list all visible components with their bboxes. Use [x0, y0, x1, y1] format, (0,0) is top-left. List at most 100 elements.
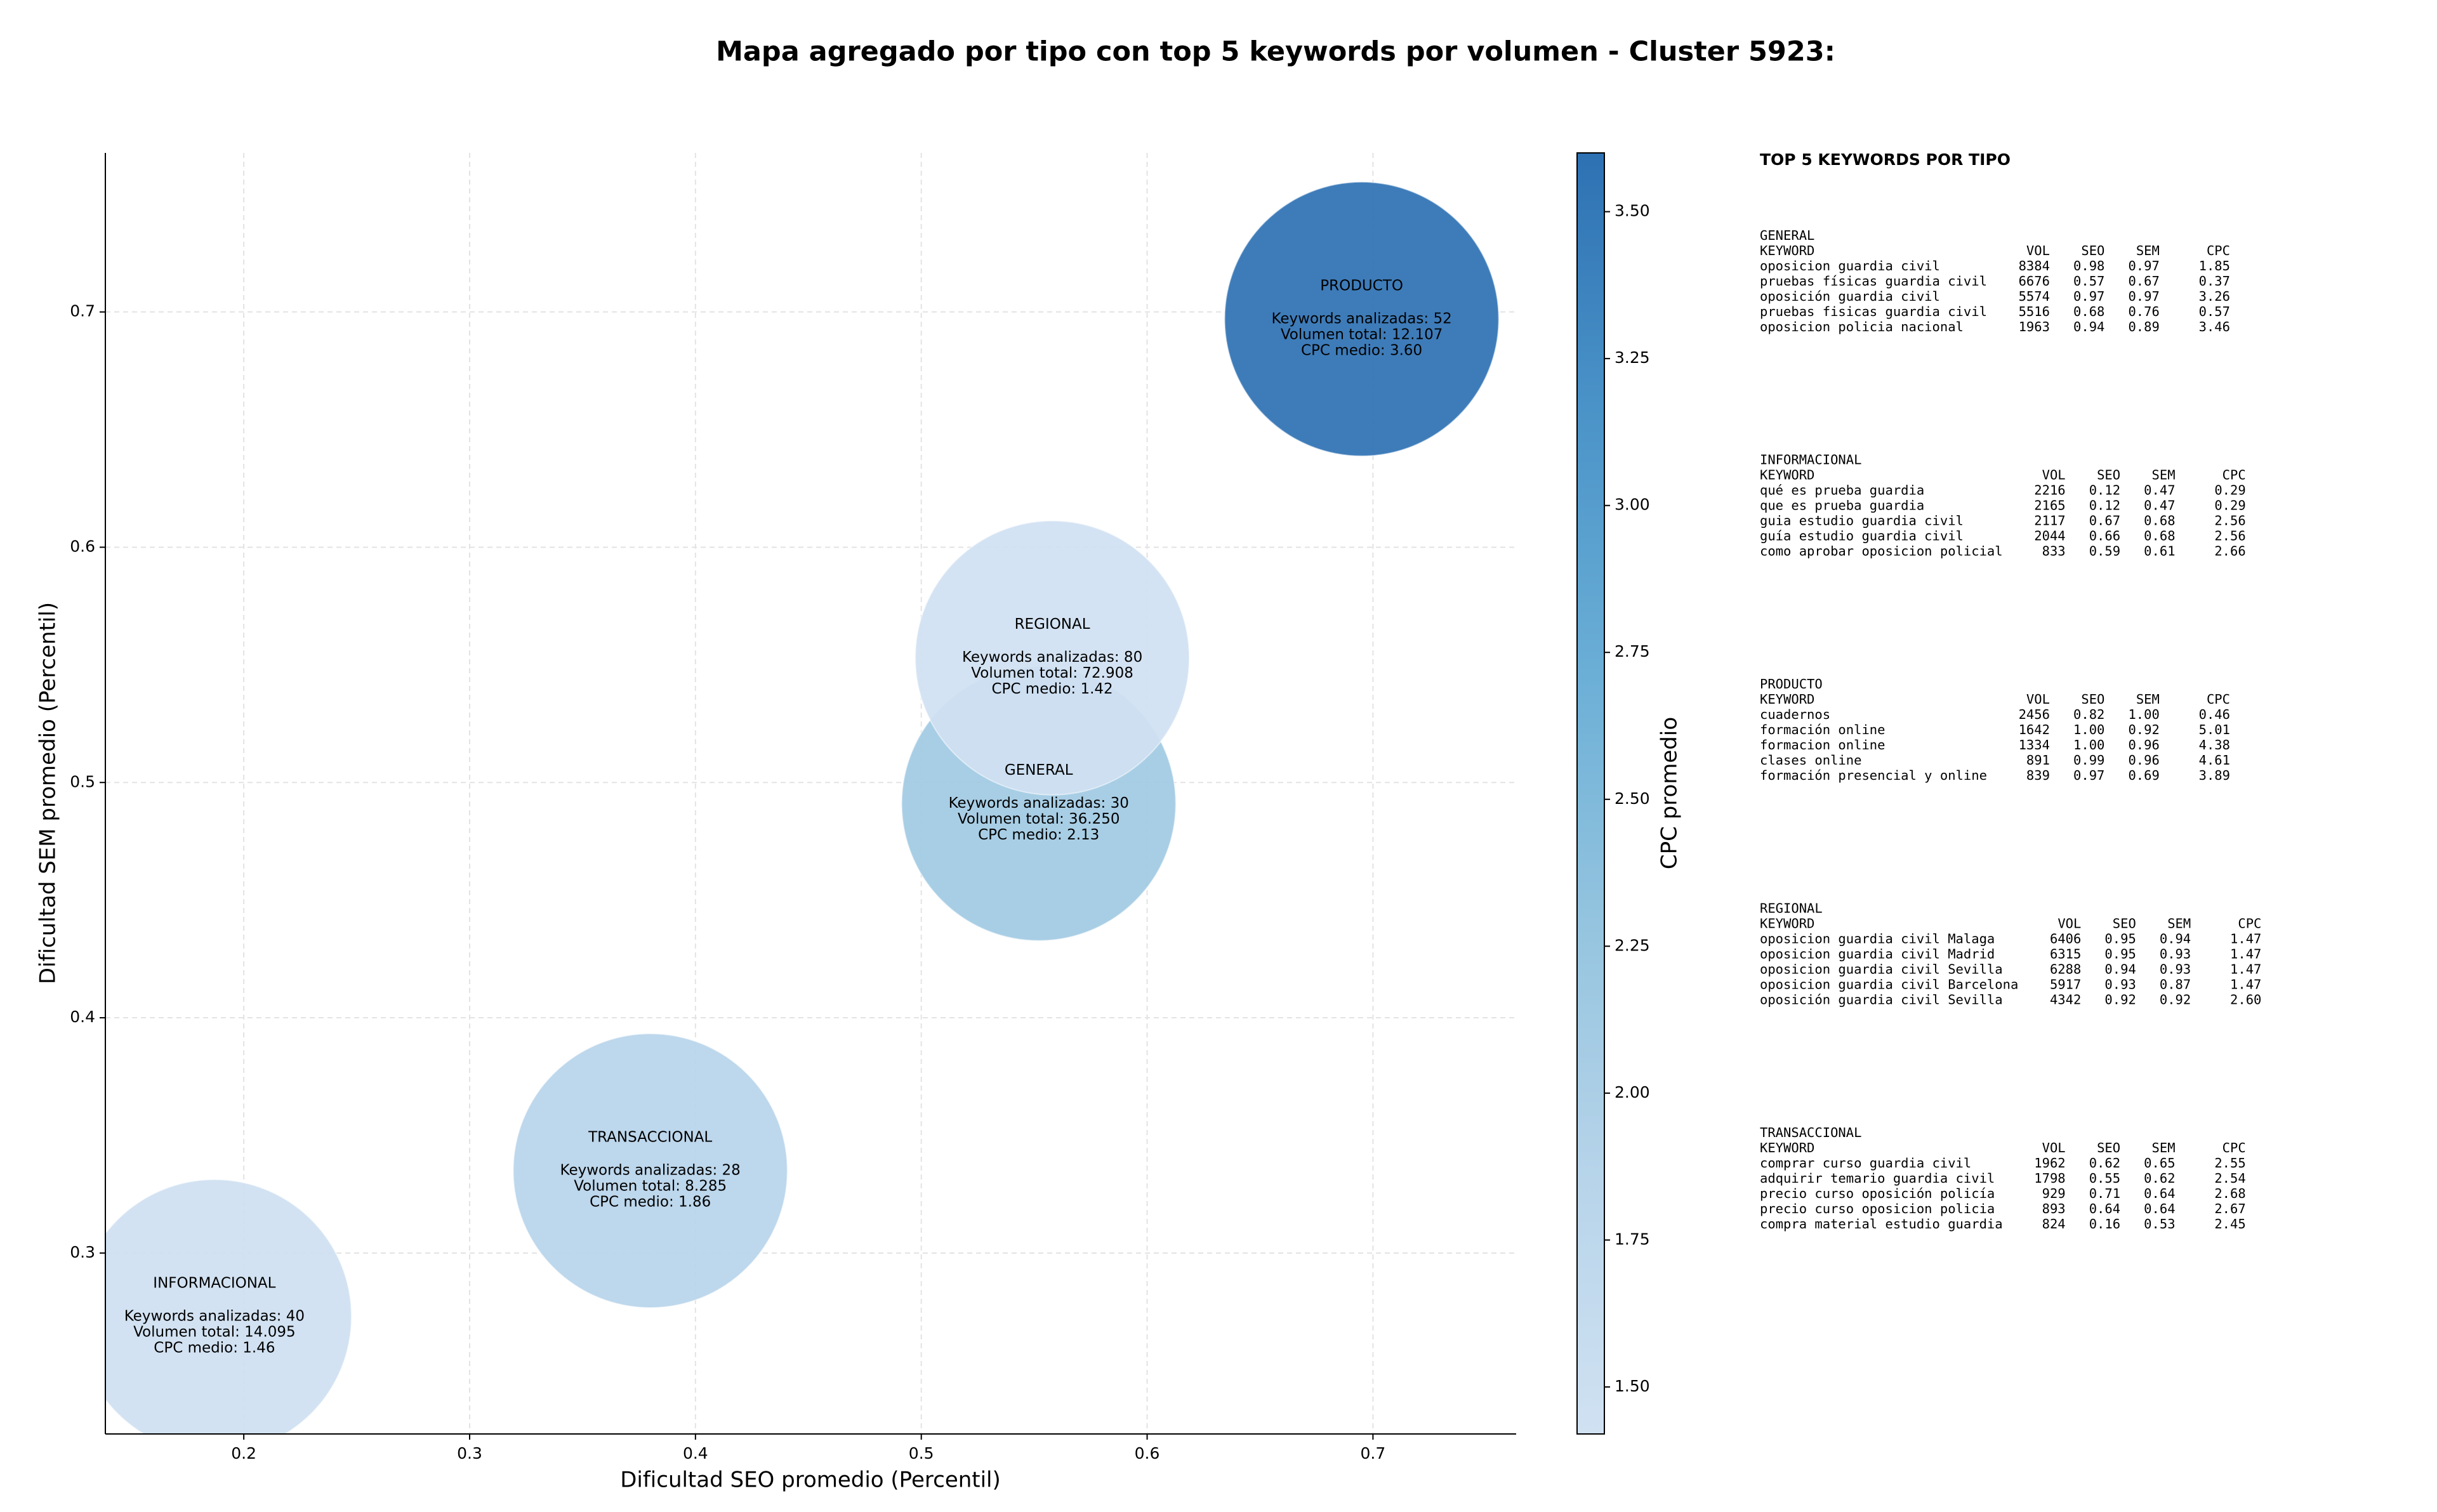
panel-cell: 891 — [2026, 753, 2050, 768]
panel-section-name: PRODUCTO — [1760, 676, 1823, 692]
panel-cell: 0.96 — [2128, 753, 2159, 768]
panel-cell: qué es prueba guardia — [1760, 483, 1924, 498]
panel-cell: VOL — [2026, 692, 2050, 707]
panel-cell: 839 — [2026, 768, 2050, 783]
panel-cell: CPC — [2222, 1140, 2246, 1155]
bubble-name: PRODUCTO — [1320, 277, 1403, 294]
panel-cell: SEO — [2097, 1140, 2120, 1155]
panel-cell: 5917 — [2050, 977, 2081, 992]
colorbar-tick-label: 3.25 — [1615, 348, 1650, 367]
panel-cell: SEM — [2136, 243, 2160, 258]
panel-cell: 0.67 — [2089, 513, 2120, 529]
panel-cell: 0.68 — [2073, 304, 2104, 319]
colorbar-tick-label: 3.00 — [1615, 496, 1650, 514]
panel-cell: 4342 — [2050, 992, 2081, 1008]
panel-cell: guia estudio guardia civil — [1760, 513, 1964, 529]
panel-cell: 893 — [2042, 1201, 2066, 1216]
panel-cell: 1642 — [2019, 722, 2050, 737]
panel-cell: oposición guardia civil Sevilla — [1760, 992, 2003, 1008]
panel-cell: oposicion guardia civil Sevilla — [1760, 962, 2003, 977]
panel-cell: KEYWORD — [1760, 468, 1814, 483]
panel-section-name: GENERAL — [1760, 228, 1814, 243]
panel-cell: KEYWORD — [1760, 916, 1814, 931]
panel-cell: SEM — [2136, 692, 2160, 707]
panel-cell: comprar curso guardia civil — [1760, 1155, 1971, 1171]
panel-cell: KEYWORD — [1760, 243, 1814, 258]
panel-cell: 0.53 — [2144, 1216, 2175, 1232]
panel-cell: 0.87 — [2160, 977, 2191, 992]
panel-cell: 2044 — [2034, 529, 2065, 544]
panel-cell: 4.61 — [2199, 753, 2230, 768]
y-axis-label: Dificultad SEM promedio (Percentil) — [36, 602, 61, 984]
panel-cell: 0.64 — [2144, 1201, 2175, 1216]
colorbar — [1576, 152, 1605, 1435]
x-tick-label: 0.7 — [1361, 1444, 1386, 1463]
panel-cell: 0.29 — [2214, 483, 2245, 498]
panel-cell: 1.47 — [2230, 962, 2261, 977]
panel-cell: 0.93 — [2160, 962, 2191, 977]
chart-title: Mapa agregado por tipo con top 5 keyword… — [716, 36, 1835, 68]
panel-cell: 2165 — [2034, 498, 2065, 513]
panel-cell: 1.47 — [2230, 947, 2261, 962]
bubble-annotation: Volumen total: 8.285 — [574, 1178, 727, 1195]
panel-cell: oposicion guardia civil Barcelona — [1760, 977, 2018, 992]
panel-cell: 0.76 — [2128, 304, 2159, 319]
panel-cell: SEM — [2167, 916, 2191, 931]
panel-cell: 0.94 — [2104, 962, 2136, 977]
bubble — [915, 520, 1191, 796]
y-tick-label: 0.3 — [70, 1243, 95, 1261]
colorbar-tick-label: 2.00 — [1615, 1083, 1650, 1101]
panel-cell: 0.71 — [2089, 1186, 2120, 1201]
bubble — [1224, 181, 1500, 457]
panel-cell: 0.12 — [2089, 498, 2120, 513]
panel-cell: 0.92 — [2160, 992, 2191, 1008]
panel-cell: 0.97 — [2073, 768, 2104, 783]
panel-cell: 0.65 — [2144, 1155, 2175, 1171]
panel-cell: guía estudio guardia civil — [1760, 529, 1964, 544]
panel-cell: 0.93 — [2160, 947, 2191, 962]
panel-cell: 3.89 — [2199, 768, 2230, 783]
panel-title: TOP 5 KEYWORDS POR TIPO — [1760, 150, 2011, 169]
bubble-annotation: Volumen total: 12.107 — [1281, 326, 1443, 343]
panel-cell: 0.66 — [2089, 529, 2120, 544]
panel-cell: 0.95 — [2104, 947, 2136, 962]
panel-cell: 3.26 — [2199, 289, 2230, 304]
panel-cell: 2.67 — [2214, 1201, 2245, 1216]
panel-cell: 0.82 — [2073, 707, 2104, 722]
panel-cell: 0.67 — [2128, 273, 2159, 289]
panel-cell: SEO — [2081, 243, 2104, 258]
panel-section-name: REGIONAL — [1760, 901, 1823, 916]
panel-cell: 1798 — [2034, 1171, 2065, 1186]
panel-cell: 0.68 — [2144, 529, 2175, 544]
panel-cell: 0.57 — [2199, 304, 2230, 319]
panel-section-name: TRANSACCIONAL — [1760, 1125, 1861, 1140]
bubbles — [105, 181, 1500, 1434]
panel-cell: 2.68 — [2214, 1186, 2245, 1201]
panel-cell: VOL — [2042, 468, 2066, 483]
colorbar-tick-label: 2.75 — [1615, 642, 1650, 661]
panel-cell: 2.45 — [2214, 1216, 2245, 1232]
bubble-name: REGIONAL — [1015, 616, 1090, 633]
panel-cell: 0.95 — [2104, 931, 2136, 947]
panel-cell: VOL — [2026, 243, 2050, 258]
panel-cell: 0.97 — [2073, 289, 2104, 304]
panel-cell: SEO — [2113, 916, 2136, 931]
panel-cell: 0.69 — [2128, 768, 2159, 783]
bubble-name: GENERAL — [1005, 762, 1073, 779]
bubble-annotation: CPC medio: 1.46 — [154, 1339, 275, 1356]
y-tick-label: 0.6 — [70, 537, 95, 555]
panel-cell: precio curso oposicion policia — [1760, 1201, 1995, 1216]
panel-cell: oposicion guardia civil Madrid — [1760, 947, 1995, 962]
colorbar-tick-label: 1.50 — [1615, 1377, 1650, 1395]
panel-cell: 2117 — [2034, 513, 2065, 529]
bubble-annotation: Keywords analizadas: 52 — [1271, 310, 1451, 327]
y-tick-label: 0.4 — [70, 1008, 95, 1026]
panel-cell: que es prueba guardia — [1760, 498, 1924, 513]
panel-cell: 0.16 — [2089, 1216, 2120, 1232]
panel-cell: KEYWORD — [1760, 692, 1814, 707]
x-tick-label: 0.3 — [457, 1444, 482, 1463]
bubble-annotation: Keywords analizadas: 28 — [560, 1162, 741, 1179]
